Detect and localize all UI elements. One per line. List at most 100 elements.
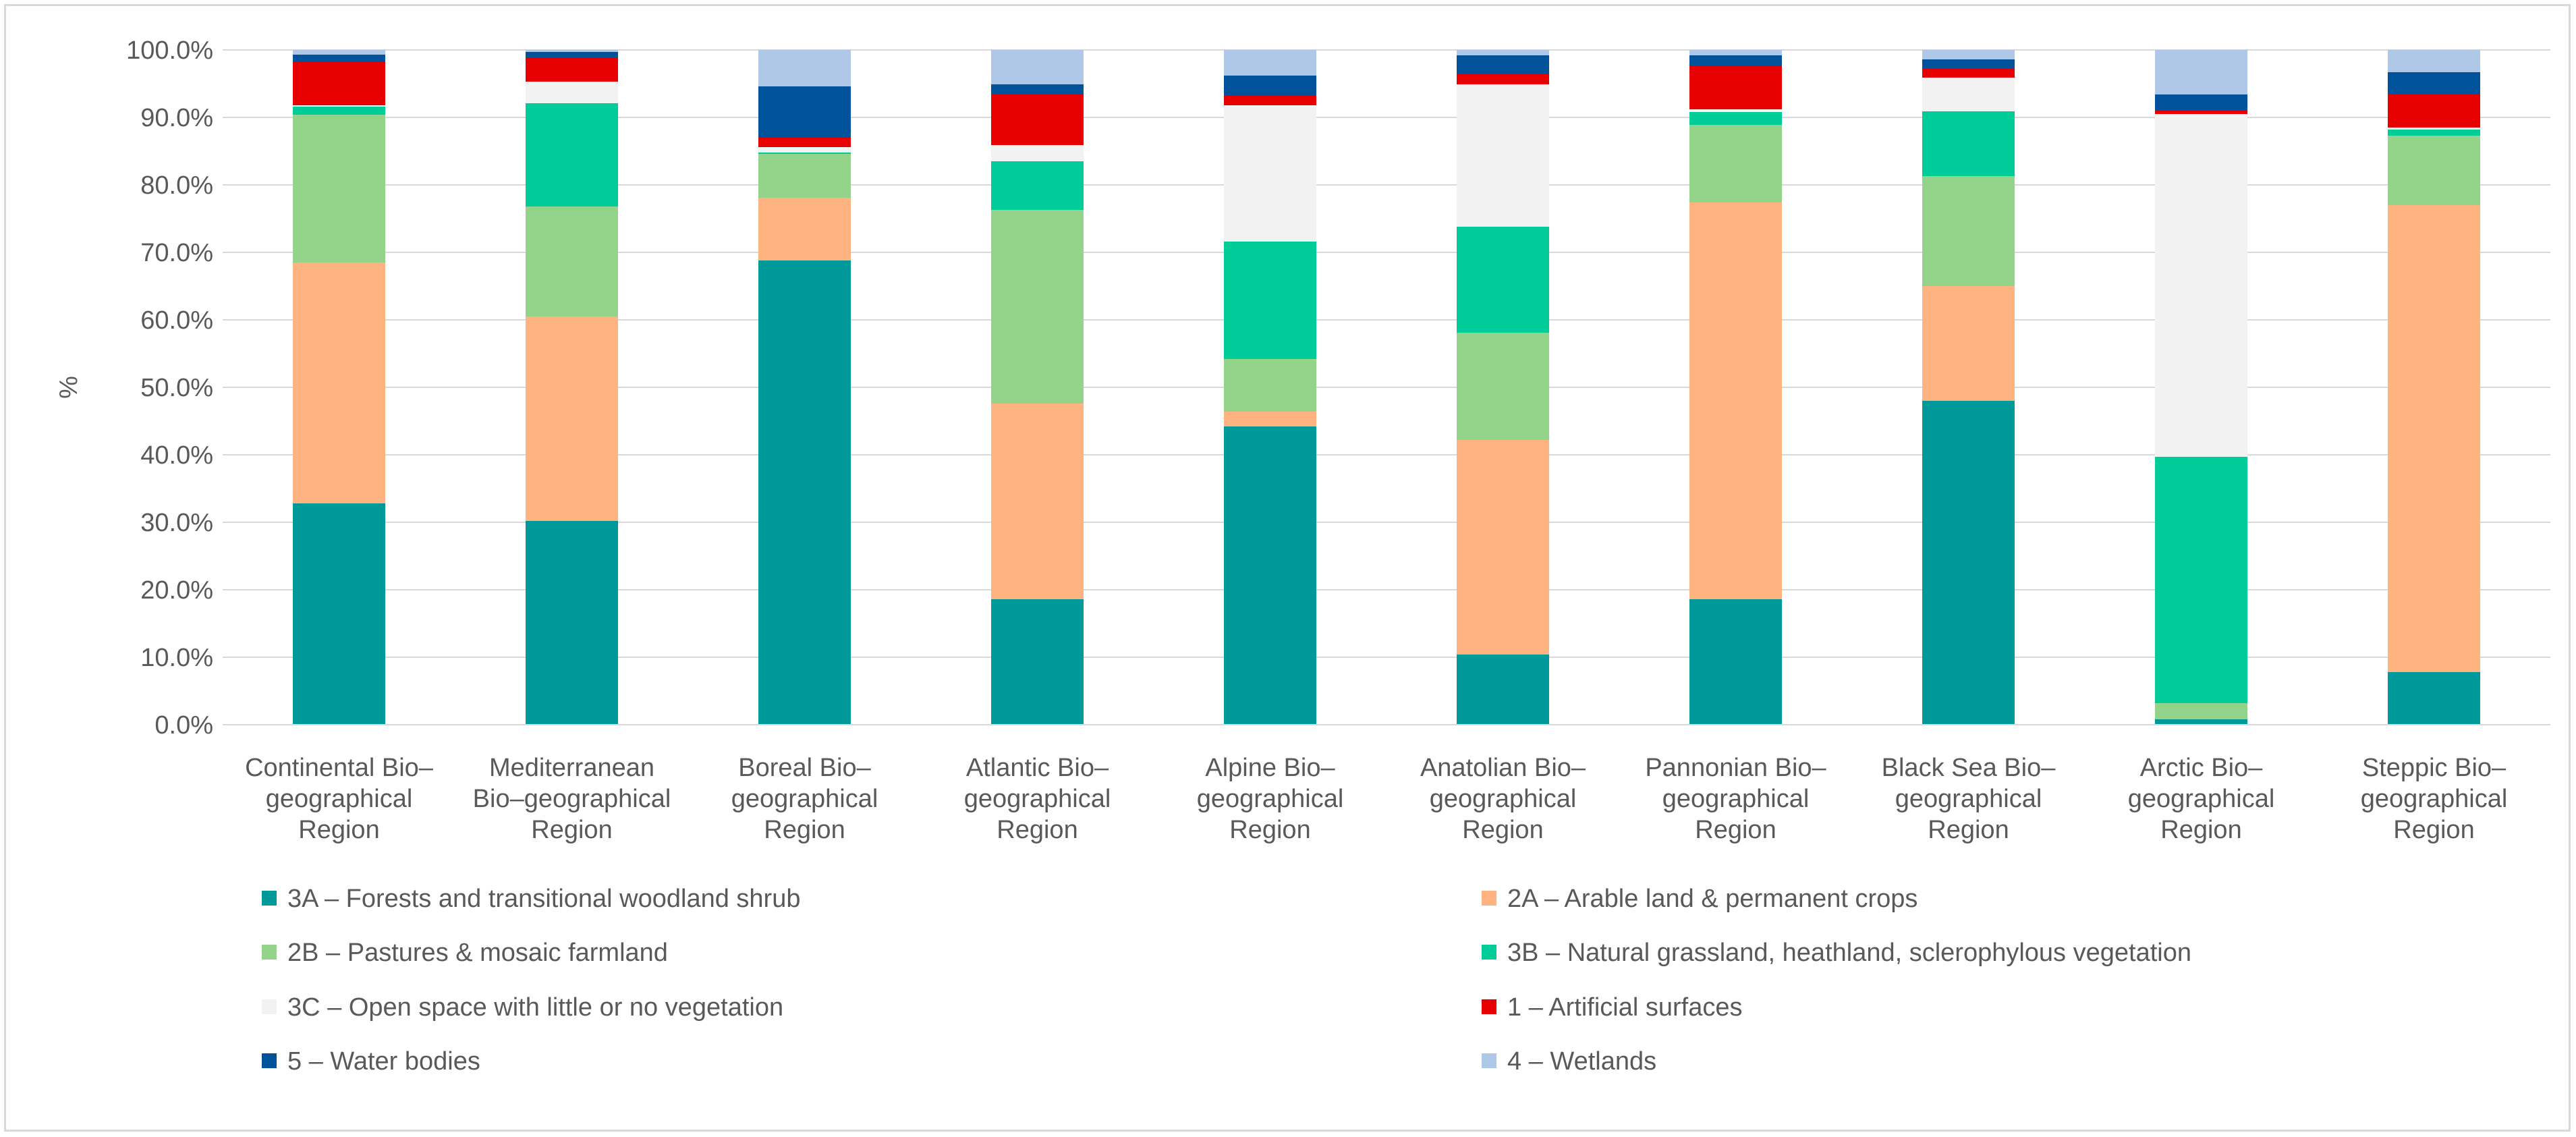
x-tick-label: Atlantic Bio– [966, 754, 1109, 782]
legend-entry: 2A – Arable land & permanent crops [1507, 885, 1917, 913]
bar-segment [758, 198, 851, 260]
x-tick-label: Region [1928, 816, 2009, 844]
x-tick-label: Region [1229, 816, 1310, 844]
bar-segment [758, 147, 851, 152]
bar-segment [1224, 95, 1316, 105]
x-tick-label: geographical [2361, 785, 2508, 813]
bar-segment [1922, 68, 2015, 78]
y-tick-label: 100.0% [126, 36, 213, 65]
bar-segment [1457, 84, 1549, 227]
x-tick-label: Pannonian Bio– [1645, 754, 1826, 782]
x-tick-label: Mediterranean [489, 754, 654, 782]
bar-segment [526, 206, 618, 316]
bar-segment [526, 103, 618, 206]
x-tick-label: Region [764, 816, 845, 844]
bar-segment [1224, 105, 1316, 242]
bar-segment [758, 260, 851, 725]
bar-segment [526, 521, 618, 725]
legend-swatch [262, 945, 277, 960]
bar-segment [526, 82, 618, 103]
bar-segment [1689, 109, 1782, 112]
bar-segment [293, 107, 385, 115]
x-tick-label: Continental Bio– [245, 754, 434, 782]
legend-entry: 3C – Open space with little or no vegeta… [287, 993, 783, 1022]
x-tick-label: Black Sea Bio– [1882, 754, 2056, 782]
bar-segment [2388, 128, 2480, 130]
bar-segment [1689, 202, 1782, 599]
bar-segment [1922, 50, 2015, 59]
y-tick-label: 40.0% [140, 441, 213, 470]
y-tick-label: 90.0% [140, 104, 213, 132]
x-tick-label: Region [1462, 816, 1543, 844]
bar-segment [758, 154, 851, 198]
bar-segment [1689, 66, 1782, 109]
y-tick-label: 60.0% [140, 306, 213, 335]
x-tick-label: Alpine Bio– [1205, 754, 1335, 782]
bar-segment [293, 61, 385, 105]
y-tick-label: 70.0% [140, 239, 213, 267]
bar-segment [1922, 286, 2015, 401]
bar-segment [2155, 114, 2247, 457]
bar-segment [1689, 50, 1782, 55]
legend-entry: 3A – Forests and transitional woodland s… [287, 885, 800, 913]
y-tick-label: 50.0% [140, 374, 213, 402]
y-tick-label: 80.0% [140, 171, 213, 200]
legend: 3A – Forests and transitional woodland s… [262, 885, 2191, 1076]
x-tick-label: Region [2393, 816, 2474, 844]
bar-segment [1689, 599, 1782, 725]
legend-entry: 4 – Wetlands [1507, 1047, 1656, 1076]
x-tick-label: Region [298, 816, 379, 844]
bar-segment [526, 57, 618, 82]
bars [293, 50, 2480, 725]
bar-segment [991, 145, 1084, 161]
x-tick-label: geographical [731, 785, 878, 813]
x-tick-label: Region [531, 816, 612, 844]
bar-segment [1457, 50, 1549, 55]
legend-swatch [1482, 1053, 1496, 1068]
bar-segment [293, 105, 385, 107]
bar-segment [1689, 55, 1782, 66]
x-tick-label: geographical [1895, 785, 2042, 813]
x-tick-label: Region [2160, 816, 2241, 844]
bar-segment [293, 262, 385, 503]
bar-segment [1922, 78, 2015, 111]
bar-segment [1457, 333, 1549, 440]
x-tick-label: Bio–geographical [473, 785, 671, 813]
bar-segment [1457, 227, 1549, 333]
bar-segment [2388, 72, 2480, 94]
x-tick-label: Boreal Bio– [738, 754, 871, 782]
bar-segment [991, 84, 1084, 94]
bar-segment [758, 138, 851, 147]
legend-swatch [262, 891, 277, 906]
bar-segment [758, 152, 851, 154]
legend-swatch [262, 999, 277, 1014]
y-axis-title: % [55, 376, 83, 399]
bar-segment [526, 50, 618, 52]
bar-segment [2155, 110, 2247, 114]
bar-segment [2155, 94, 2247, 110]
bar-segment [758, 86, 851, 138]
x-tick-label: geographical [964, 785, 1111, 813]
legend-swatch [1482, 891, 1496, 906]
bar-segment [293, 50, 385, 55]
bar-segment [2388, 94, 2480, 128]
bar-segment [293, 115, 385, 262]
bar-segment [1457, 440, 1549, 655]
bar-segment [2155, 50, 2247, 94]
legend-entry: 3B – Natural grassland, heathland, scler… [1507, 939, 2191, 967]
bar-segment [758, 50, 851, 86]
bar-segment [1224, 412, 1316, 426]
bar-segment [1224, 359, 1316, 412]
bar-segment [1457, 55, 1549, 74]
bar-segment [293, 503, 385, 725]
legend-entry: 1 – Artificial surfaces [1507, 993, 1742, 1022]
bar-segment [2155, 719, 2247, 725]
bar-segment [2388, 130, 2480, 136]
bar-segment [1224, 242, 1316, 359]
y-tick-label: 20.0% [140, 576, 213, 605]
y-tick-label: 10.0% [140, 644, 213, 672]
legend-entry: 2B – Pastures & mosaic farmland [287, 939, 668, 967]
legend-swatch [1482, 945, 1496, 960]
bar-segment [2155, 703, 2247, 719]
bar-segment [1922, 176, 2015, 286]
